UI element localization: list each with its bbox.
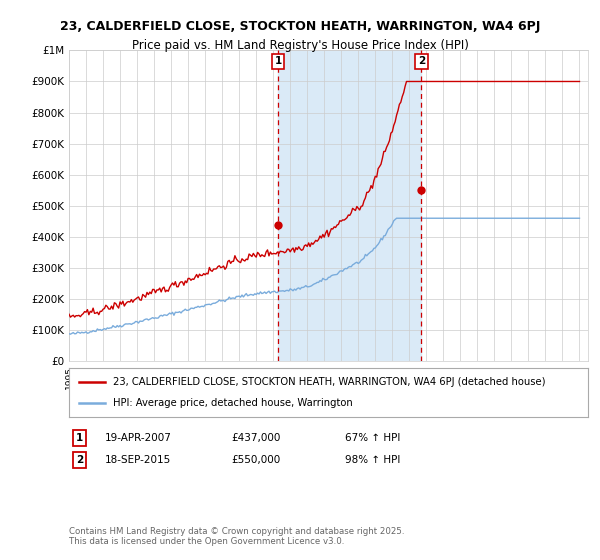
Text: 18-SEP-2015: 18-SEP-2015 (105, 455, 171, 465)
Text: 23, CALDERFIELD CLOSE, STOCKTON HEATH, WARRINGTON, WA4 6PJ (detached house): 23, CALDERFIELD CLOSE, STOCKTON HEATH, W… (113, 377, 545, 387)
Text: 23, CALDERFIELD CLOSE, STOCKTON HEATH, WARRINGTON, WA4 6PJ: 23, CALDERFIELD CLOSE, STOCKTON HEATH, W… (60, 20, 540, 32)
Text: £437,000: £437,000 (231, 433, 280, 443)
Text: 19-APR-2007: 19-APR-2007 (105, 433, 172, 443)
Text: 1: 1 (275, 56, 282, 66)
Text: Contains HM Land Registry data © Crown copyright and database right 2025.
This d: Contains HM Land Registry data © Crown c… (69, 526, 404, 546)
Text: £550,000: £550,000 (231, 455, 280, 465)
Text: Price paid vs. HM Land Registry's House Price Index (HPI): Price paid vs. HM Land Registry's House … (131, 39, 469, 52)
Text: 67% ↑ HPI: 67% ↑ HPI (345, 433, 400, 443)
Text: 2: 2 (76, 455, 83, 465)
Text: 1: 1 (76, 433, 83, 443)
Text: 98% ↑ HPI: 98% ↑ HPI (345, 455, 400, 465)
Text: HPI: Average price, detached house, Warrington: HPI: Average price, detached house, Warr… (113, 398, 353, 408)
Text: 2: 2 (418, 56, 425, 66)
Bar (278, 50, 421, 361)
